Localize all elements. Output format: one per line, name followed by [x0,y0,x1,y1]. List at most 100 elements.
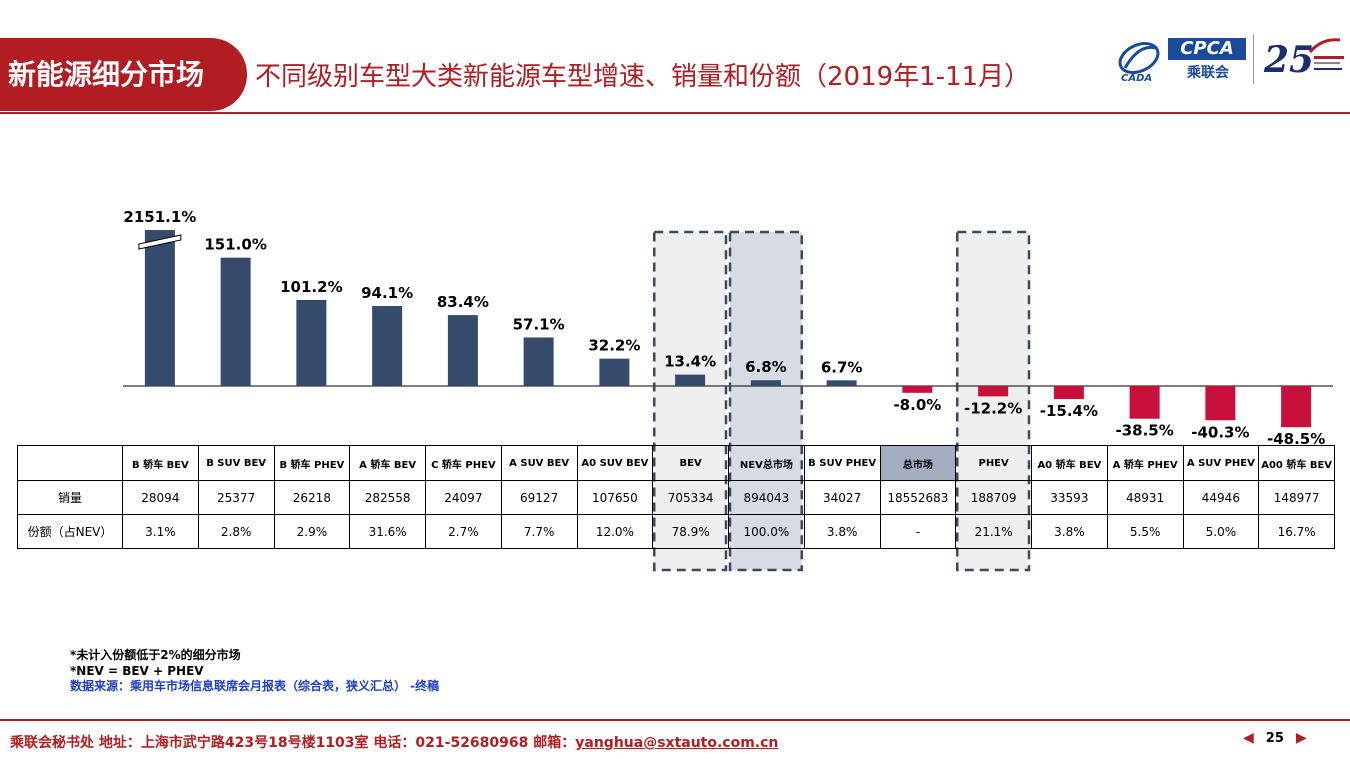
bar-value-labels: 2151.1% 151.0% 101.2% 94.1% 83.4% 57.1% 32.2% 1… [123,208,1325,448]
table-cell-share: 2.8% [197,514,275,549]
bar-5 [523,337,554,386]
page-number: 25 [1265,731,1284,746]
bar-value-label: -12.2% [964,399,1022,417]
bar-value-label: -8.0% [893,396,941,414]
row-label-sales: 销量 [17,480,123,515]
prev-page-icon[interactable]: ◀ [1243,730,1254,746]
table-header-cell: C 轿车 PHEV [425,445,502,481]
table-header-cell: B 轿车 BEV [122,445,199,481]
table-cell-share: 100.0% [728,514,805,549]
table-cell-sales: 69127 [500,480,578,515]
bar-value-label: 151.0% [204,236,266,254]
table-cell-share: 78.9% [652,514,729,549]
slide-header: 新能源细分市场 不同级别车型大类新能源车型增速、销量和份额（2019年1-11月… [0,0,1350,115]
bars [138,230,1312,428]
bar-13 [1129,386,1160,419]
bar-4 [447,315,478,386]
table-cell-sales: 48931 [1106,480,1184,515]
bar-value-label: 6.7% [821,358,863,376]
svg-text:25: 25 [1263,39,1314,81]
table-cell-sales: 44946 [1182,480,1260,515]
table-header-cell: A00 轿车 BEV [1258,445,1335,481]
table-header-cell: A0 SUV BEV [576,445,654,481]
bar-value-label: 83.4% [437,293,489,311]
table-corner-cell [17,445,123,481]
bar-value-label: -48.5% [1267,430,1325,448]
table-row-share: 份额（占NEV） 3.1% 2.8% 2.9% 31.6% 2.7% 7.7% 12.0% 78… [17,514,1335,549]
section-title: 新能源细分市场 [0,38,247,111]
highlight-box-outline [653,230,728,572]
table-header-cell: B SUV PHEV [803,445,881,481]
bar-0 [144,230,175,386]
table-cell-share: 3.8% [803,514,881,549]
table-cell-share: 2.7% [425,514,502,549]
footer-divider [0,719,1350,721]
bar-value-label: 13.4% [664,353,716,371]
table-cell-share: - [879,514,957,549]
table-header-cell: 总市场 [879,445,957,481]
table-header-row: B 轿车 BEV B SUV BEV B 轿车 PHEV A 轿车 BEV C 轿车 P… [17,445,1335,481]
bar-10 [902,386,933,393]
table-cell-sales: 24097 [425,480,502,515]
footnote-2: *NEV = BEV + PHEV [70,663,204,678]
table-cell-share: 31.6% [349,514,426,549]
table-cell-share: 12.0% [576,514,654,549]
table-cell-share: 5.5% [1106,514,1184,549]
table-cell-sales: 894043 [728,480,805,515]
pager: ◀ 25 ▶ [1243,730,1307,746]
table-cell-share: 5.0% [1182,514,1260,549]
bar-value-label: -15.4% [1040,402,1098,420]
anniversary-25-logo-icon: 25 [1263,38,1344,81]
table-cell-share: 7.7% [500,514,578,549]
table-header-cell: PHEV [955,445,1032,481]
table-cell-sales: 33593 [1031,480,1108,515]
table-header-cell: A SUV PHEV [1182,445,1260,481]
axis-break-mark [138,234,182,250]
table-header-cell: A 轿车 BEV [349,445,426,481]
bar-value-label: 6.8% [745,358,787,376]
bar-value-label: 101.2% [280,278,342,296]
cada-logo-text: CADA [1121,73,1152,83]
highlight-box-outline [956,230,1031,572]
table-cell-share: 3.8% [1031,514,1108,549]
bar-12 [1053,386,1084,400]
cpca-logo-cn: 乘联会 [1187,65,1229,81]
table-cell-sales: 25377 [197,480,275,515]
logo-group: CADA CPCA 乘联会 25 [1110,30,1350,90]
table-header-cell: B SUV BEV [197,445,275,481]
bar-15 [1281,386,1312,428]
table-header-cell: A SUV BEV [500,445,578,481]
footnote-1: *未计入份额低于2%的细分市场 [70,648,241,662]
table-row-sales: 销量 28094 25377 26218 282558 24097 69127 107650 7… [17,480,1335,515]
footer-contact: 乘联会秘书处 地址：上海市武宁路423号18号楼1103室 电话：021-526… [10,732,778,752]
bar-6 [599,358,630,386]
cada-logo-icon: CADA [1118,41,1160,83]
bar-value-label: 2151.1% [123,208,196,226]
bar-7 [675,374,706,386]
table-cell-share: 21.1% [955,514,1032,549]
table-cell-sales: 18552683 [879,480,957,515]
next-page-icon[interactable]: ▶ [1295,730,1307,746]
table-cell-sales: 282558 [349,480,426,515]
bar-value-label: 57.1% [513,315,565,333]
header-divider [0,112,1350,114]
table-cell-sales: 705334 [652,480,729,515]
data-table: B 轿车 BEV B SUV BEV B 轿车 PHEV A 轿车 BEV C 轿车 P… [17,445,1335,549]
highlight-outlines [653,230,1031,572]
table-cell-sales: 28094 [122,480,199,515]
table-cell-sales: 26218 [273,480,351,515]
footer-email-link[interactable]: yanghua@sxtauto.com.cn [575,735,779,751]
row-label-share: 份额（占NEV） [17,514,123,549]
bar-11 [978,386,1009,397]
highlight-box-outline [728,230,803,572]
table-header-cell: A0 轿车 BEV [1031,445,1108,481]
bar-2 [296,299,327,386]
slide-title: 不同级别车型大类新能源车型增速、销量和份额（2019年1-11月） [255,62,1031,92]
bar-9 [826,380,857,386]
table-cell-sales: 148977 [1258,480,1335,515]
table-header-cell: A 轿车 PHEV [1106,445,1184,481]
table-cell-sales: 34027 [803,480,881,515]
bar-3 [372,306,403,386]
bar-8 [750,380,781,386]
